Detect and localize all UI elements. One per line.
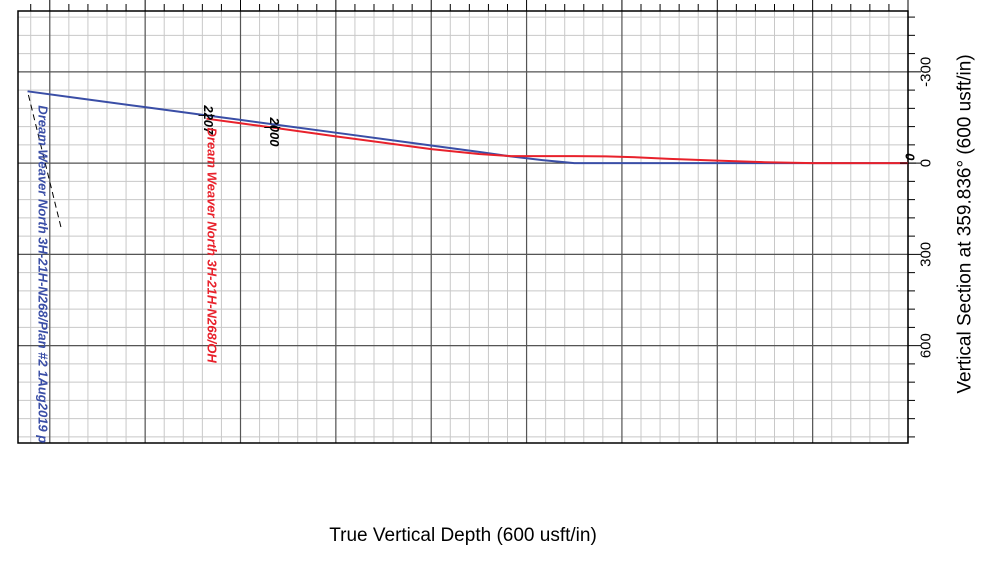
x-axis-title: True Vertical Depth (600 usft/in)	[329, 525, 597, 546]
y-tick-label: 600	[918, 333, 935, 358]
series-label-oh: Dream Weaver North 3H-21H-N268/OH	[204, 128, 219, 364]
y-tick-label: 300	[918, 242, 935, 267]
annotation-label: 2000	[267, 117, 282, 148]
annotation-label: 0	[903, 153, 918, 161]
y-tick-label: 0	[918, 159, 935, 167]
series-label-plan: Dream Weaver North 3H-21H-N268/Plan #2 1…	[35, 105, 50, 443]
y-tick-label: -300	[918, 57, 935, 87]
y-axis-title: Vertical Section at 359.836° (600 usft/i…	[955, 54, 976, 393]
